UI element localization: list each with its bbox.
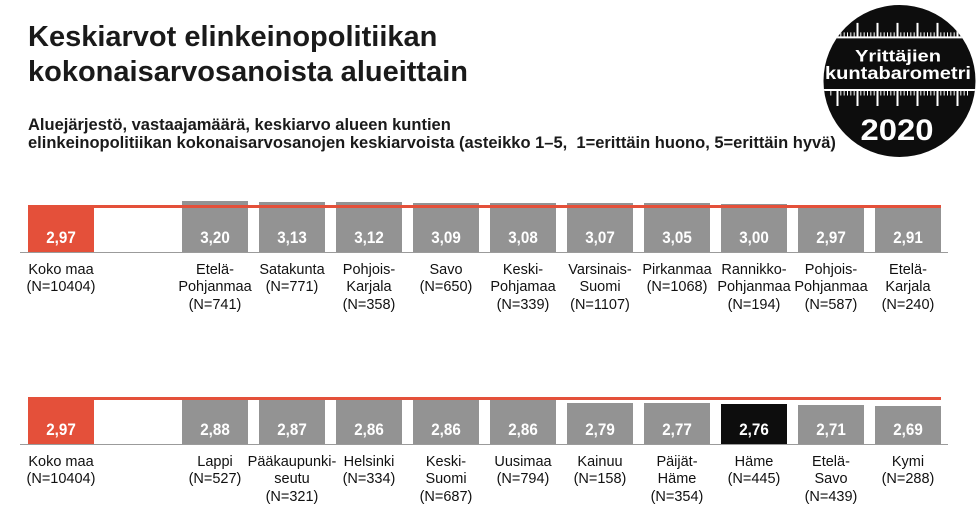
svg-text:Yrittäjien: Yrittäjien [855, 46, 941, 65]
svg-text:2020: 2020 [861, 114, 934, 147]
svg-text:kuntabarometri: kuntabarometri [825, 63, 971, 83]
